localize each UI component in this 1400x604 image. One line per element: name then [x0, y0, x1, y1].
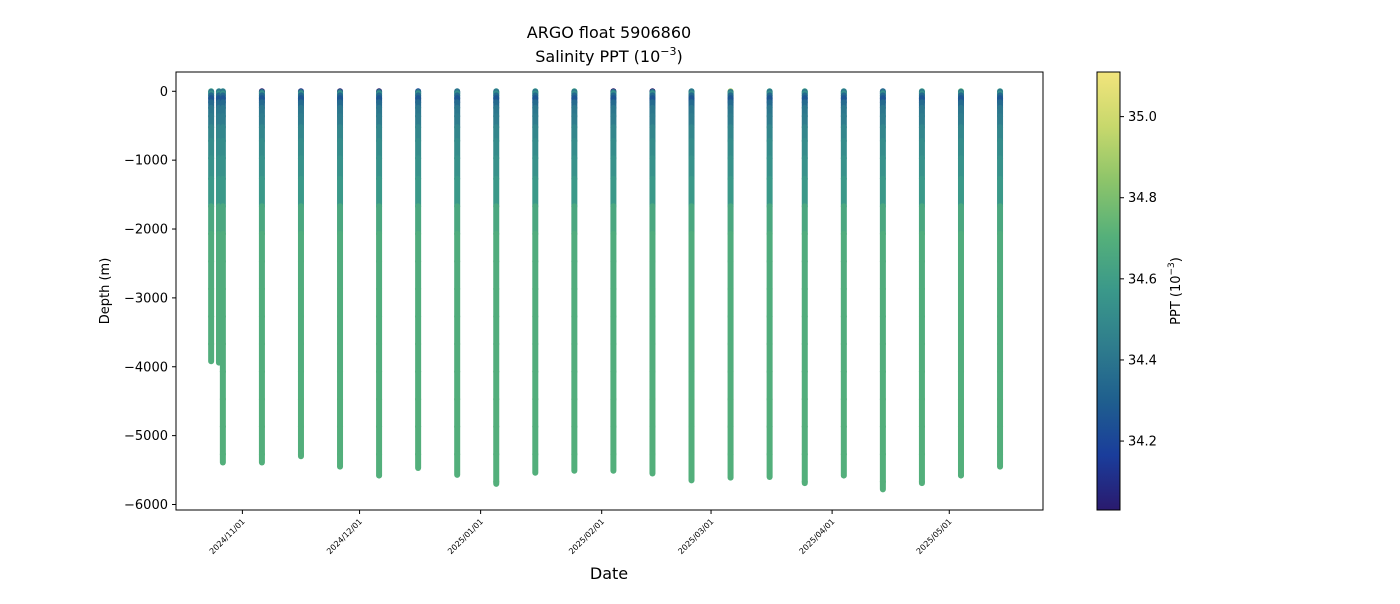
y-tick-label: −4000 — [124, 360, 168, 375]
x-axis: 2024/11/01 2024/12/01 2025/01/01 2025/02/01… — [208, 510, 954, 556]
y-tick-label: −2000 — [124, 223, 168, 238]
y-axis: 0 −1000 −2000 −3000 −4000 −5000 −6000 — [124, 85, 176, 513]
x-tick-label: 2025/03/01 — [676, 517, 715, 556]
x-tick-label: 2025/02/01 — [567, 517, 606, 556]
y-tick-label: −5000 — [124, 429, 168, 444]
plot-area — [208, 88, 1004, 493]
chart-title: ARGO float 5906860 — [527, 23, 691, 42]
colorbar-label: PPT (10−3) — [1167, 257, 1184, 325]
colorbar-tick-label: 34.4 — [1128, 353, 1157, 368]
x-tick-label: 2024/11/01 — [208, 517, 247, 556]
colorbar-tick-label: 34.8 — [1128, 191, 1157, 206]
colorbar-tick-label: 34.2 — [1128, 435, 1157, 450]
colorbar-tick-label: 34.6 — [1128, 272, 1157, 287]
colorbar — [1096, 71, 1121, 511]
subtitle-suffix: ) — [677, 47, 683, 66]
x-tick-label: 2025/04/01 — [798, 517, 837, 556]
y-tick-label: −1000 — [124, 154, 168, 169]
subtitle-exponent: −3 — [660, 45, 676, 58]
x-tick-label: 2025/01/01 — [446, 517, 485, 556]
subtitle-prefix: Salinity PPT (10 — [535, 47, 660, 66]
y-tick-label: 0 — [160, 85, 168, 100]
y-tick-label: −6000 — [124, 498, 168, 513]
x-tick-label: 2025/05/01 — [915, 517, 954, 556]
colorbar-axis: 34.2 34.4 34.6 34.8 35.0 — [1120, 110, 1157, 450]
colorbar-label-suffix: ) — [1169, 257, 1184, 262]
colorbar-tick-label: 35.0 — [1128, 110, 1157, 125]
x-tick-label: 2024/12/01 — [325, 517, 364, 556]
y-tick-label: −3000 — [124, 291, 168, 306]
x-axis-label: Date — [590, 564, 628, 583]
colorbar-label-prefix: PPT (10 — [1169, 275, 1184, 324]
colorbar-label-exponent: −3 — [1167, 262, 1177, 275]
plot-frame — [175, 71, 1044, 511]
y-axis-label: Depth (m) — [98, 258, 113, 325]
chart-subtitle: Salinity PPT (10−3) — [535, 45, 683, 66]
